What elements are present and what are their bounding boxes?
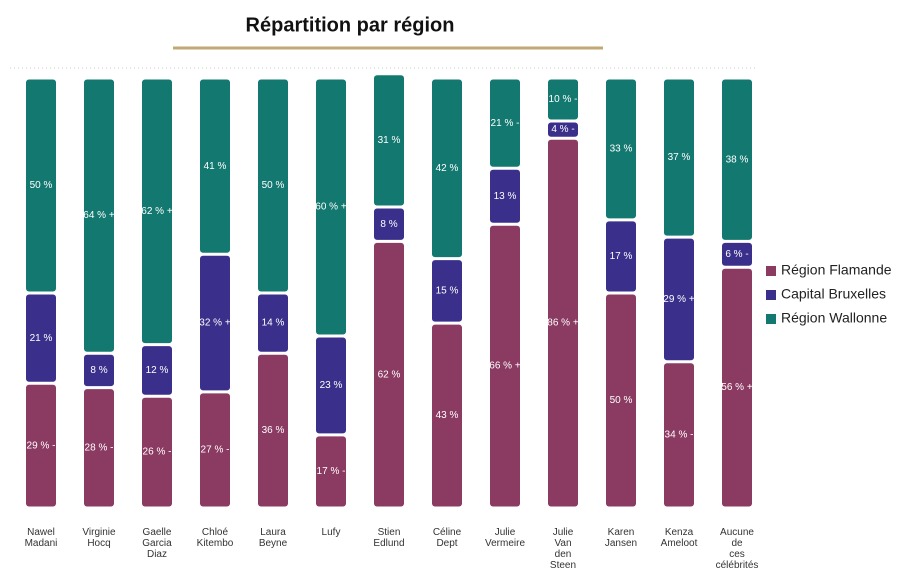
- value-label: 21 % -: [491, 118, 520, 129]
- bar-segment: [26, 294, 56, 382]
- value-label: 6 % -: [725, 249, 748, 260]
- bar-segment: [316, 436, 346, 507]
- bar-segment: [374, 242, 404, 507]
- x-tick-label: Virginie Hocq: [82, 527, 116, 549]
- value-label: 8 %: [380, 219, 397, 230]
- value-label: 50 %: [30, 180, 53, 191]
- legend-swatch: [766, 290, 776, 300]
- bar-segment: [606, 221, 636, 292]
- value-label: 23 %: [320, 380, 343, 391]
- value-label: 28 % -: [85, 442, 114, 453]
- legend-swatch: [766, 314, 776, 324]
- bar-segment: [374, 75, 404, 206]
- x-tick-label: Céline Dept: [433, 527, 462, 549]
- bar-segment: [316, 337, 346, 434]
- x-tick-label: Chloé Kitembo: [197, 527, 234, 549]
- value-label: 14 %: [262, 318, 285, 329]
- value-label: 34 % -: [665, 430, 694, 441]
- x-tick-label: Julie Van den Steen: [550, 527, 576, 571]
- bar-segment: [490, 169, 520, 223]
- x-tick-label: Laura Beyne: [259, 527, 288, 549]
- value-label: 66 % +: [489, 361, 521, 372]
- value-label: 10 % -: [549, 94, 578, 105]
- value-label: 17 %: [610, 251, 633, 262]
- bar-segment: [722, 268, 752, 507]
- bar-segment: [316, 79, 346, 335]
- value-label: 4 % -: [551, 124, 574, 135]
- x-tick-label: Gaelle Garcia Diaz: [142, 527, 172, 560]
- value-label: 64 % +: [83, 210, 115, 221]
- bar-segment: [26, 384, 56, 507]
- legend-label: Région Flamande: [781, 262, 892, 278]
- bar-segment: [200, 255, 230, 391]
- bar-segment: [490, 79, 520, 167]
- bar-segment: [664, 79, 694, 236]
- bar-segment: [200, 79, 230, 253]
- value-label: 43 %: [436, 410, 459, 421]
- value-label: 21 %: [30, 333, 53, 344]
- bar-segment: [374, 208, 404, 240]
- value-label: 33 %: [610, 144, 633, 155]
- bar-segment: [258, 294, 288, 352]
- legend-label: Capital Bruxelles: [781, 286, 886, 302]
- value-label: 36 %: [262, 425, 285, 436]
- chart-title: Répartition par région: [246, 14, 455, 36]
- value-label: 32 % +: [199, 318, 231, 329]
- value-label: 29 % -: [27, 440, 56, 451]
- value-label: 50 %: [262, 180, 285, 191]
- x-tick-label: Nawel Madani: [25, 527, 58, 549]
- bar-segment: [84, 354, 114, 387]
- bar-segment: [26, 79, 56, 292]
- value-label: 62 % +: [141, 206, 173, 217]
- bar-segment: [722, 79, 752, 240]
- bar-segment: [432, 79, 462, 258]
- value-label: 60 % +: [315, 202, 347, 213]
- value-label: 42 %: [436, 163, 459, 174]
- bar-segment: [664, 363, 694, 507]
- legend-swatch: [766, 266, 776, 276]
- bar-segment: [722, 242, 752, 266]
- bar-segment: [664, 238, 694, 361]
- legend-label: Région Wallonne: [781, 310, 887, 326]
- value-label: 50 %: [610, 395, 633, 406]
- value-label: 12 %: [146, 365, 169, 376]
- bar-segment: [258, 354, 288, 507]
- bar-segment: [548, 79, 578, 120]
- bar-segment: [200, 393, 230, 507]
- value-label: 17 % -: [317, 466, 346, 477]
- bar-segment: [606, 79, 636, 219]
- value-label: 29 % +: [663, 294, 695, 305]
- value-label: 62 %: [378, 369, 401, 380]
- value-label: 15 %: [436, 285, 459, 296]
- value-label: 37 %: [668, 152, 691, 163]
- bar-segment: [142, 79, 172, 344]
- bar-segment: [142, 346, 172, 395]
- bar-segment: [606, 294, 636, 507]
- x-tick-label: Stien Edlund: [373, 527, 404, 549]
- x-tick-label: Julie Vermeire: [485, 527, 525, 549]
- value-label: 56 % +: [721, 382, 753, 393]
- value-label: 41 %: [204, 161, 227, 172]
- bar-segment: [258, 79, 288, 292]
- x-tick-label: Lufy: [322, 527, 341, 538]
- x-tick-label: Karen Jansen: [605, 527, 637, 549]
- value-label: 38 %: [726, 154, 749, 165]
- x-tick-label: Aucune de ces célébrités: [716, 527, 759, 571]
- bar-segment: [548, 122, 578, 137]
- bar-segment: [432, 324, 462, 507]
- value-label: 13 %: [494, 191, 517, 202]
- bar-segment: [548, 139, 578, 507]
- bar-segment: [84, 389, 114, 507]
- bar-segment: [84, 79, 114, 352]
- bar-segment: [142, 397, 172, 507]
- value-label: 27 % -: [201, 445, 230, 456]
- bar-segment: [490, 225, 520, 507]
- value-label: 8 %: [90, 365, 107, 376]
- x-tick-label: Kenza Ameloot: [661, 527, 698, 549]
- value-label: 26 % -: [143, 447, 172, 458]
- bar-segment: [432, 260, 462, 322]
- value-label: 31 %: [378, 135, 401, 146]
- value-label: 86 % +: [547, 318, 579, 329]
